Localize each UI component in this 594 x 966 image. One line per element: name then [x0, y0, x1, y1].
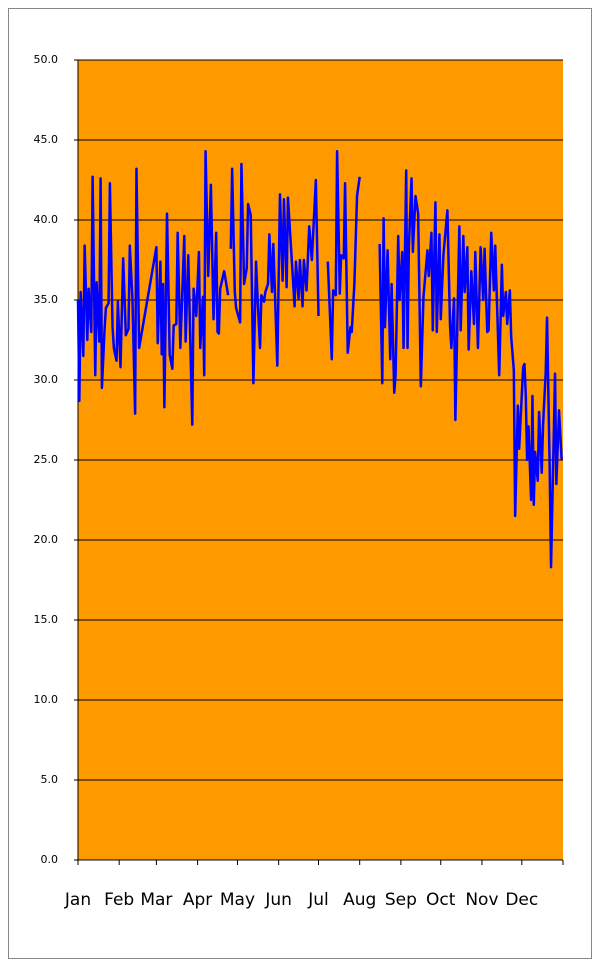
x-tick-label: Apr [183, 890, 212, 910]
y-tick-label: 30.0 [34, 373, 59, 386]
y-tick-label: 45.0 [34, 133, 59, 146]
y-tick-label: 40.0 [34, 213, 59, 226]
y-tick-label: 10.0 [34, 693, 59, 706]
x-tick-label: Nov [465, 890, 498, 910]
data-line [76, 149, 563, 569]
y-tick-label: 5.0 [41, 773, 59, 786]
x-tick-label: Jun [264, 890, 292, 910]
x-tick-label: Aug [343, 890, 376, 910]
y-tick-label: 20.0 [34, 533, 59, 546]
x-tick-label: Mar [140, 890, 172, 910]
y-tick-label: 50.0 [34, 53, 59, 66]
x-tick-label: Jul [307, 890, 329, 910]
y-tick-label: 15.0 [34, 613, 59, 626]
x-tick-label: Dec [505, 890, 538, 910]
x-tick-label: May [220, 890, 255, 910]
x-tick-label: Sep [385, 890, 417, 910]
x-tick-label: Oct [426, 890, 456, 910]
y-tick-label: 35.0 [34, 293, 59, 306]
y-tick-label: 25.0 [34, 453, 59, 466]
y-tick-label: 0.0 [41, 853, 59, 866]
x-tick-label: Feb [104, 890, 134, 910]
x-tick-label: Jan [64, 890, 91, 910]
